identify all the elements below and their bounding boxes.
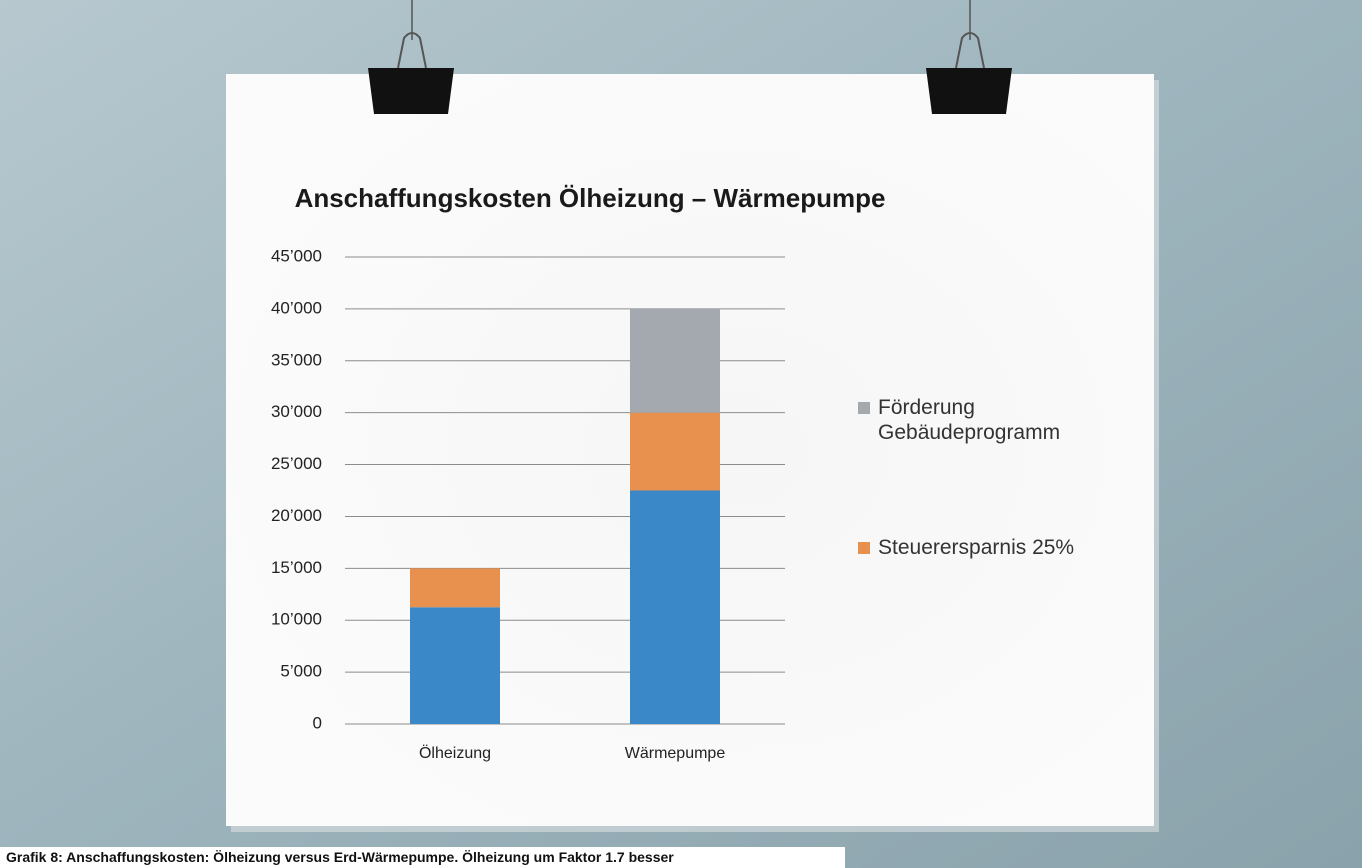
bar-segment xyxy=(630,309,720,413)
y-tick-label: 15’000 xyxy=(271,558,322,577)
legend-swatch xyxy=(858,542,870,554)
y-tick-label: 20’000 xyxy=(271,506,322,525)
chart-title: Anschaffungskosten Ölheizung – Wärmepump… xyxy=(295,183,886,213)
y-tick-label: 5’000 xyxy=(280,662,322,681)
y-tick-label: 45’000 xyxy=(271,246,322,265)
y-tick-label: 0 xyxy=(313,713,322,732)
x-tick-label: Ölheizung xyxy=(419,744,491,762)
legend-swatch xyxy=(858,402,870,414)
bar-segment xyxy=(630,491,720,725)
caption: Grafik 8: Anschaffungskosten: Ölheizung … xyxy=(0,847,845,868)
bar-segment xyxy=(630,413,720,491)
y-tick-label: 10’000 xyxy=(271,610,322,629)
bar-segment xyxy=(410,607,500,724)
legend-label: Förderung Gebäudeprogramm xyxy=(878,395,1118,445)
legend-label: Steuerersparnis 25% xyxy=(878,535,1118,560)
page: Anschaffungskosten Ölheizung – Wärmepump… xyxy=(0,0,1362,868)
y-tick-label: 25’000 xyxy=(271,454,322,473)
bar-segment xyxy=(410,568,500,607)
y-tick-label: 30’000 xyxy=(271,402,322,421)
y-tick-label: 40’000 xyxy=(271,298,322,317)
y-tick-label: 35’000 xyxy=(271,350,322,369)
x-tick-label: Wärmepumpe xyxy=(625,745,726,762)
chart: Anschaffungskosten Ölheizung – Wärmepump… xyxy=(0,0,1362,868)
